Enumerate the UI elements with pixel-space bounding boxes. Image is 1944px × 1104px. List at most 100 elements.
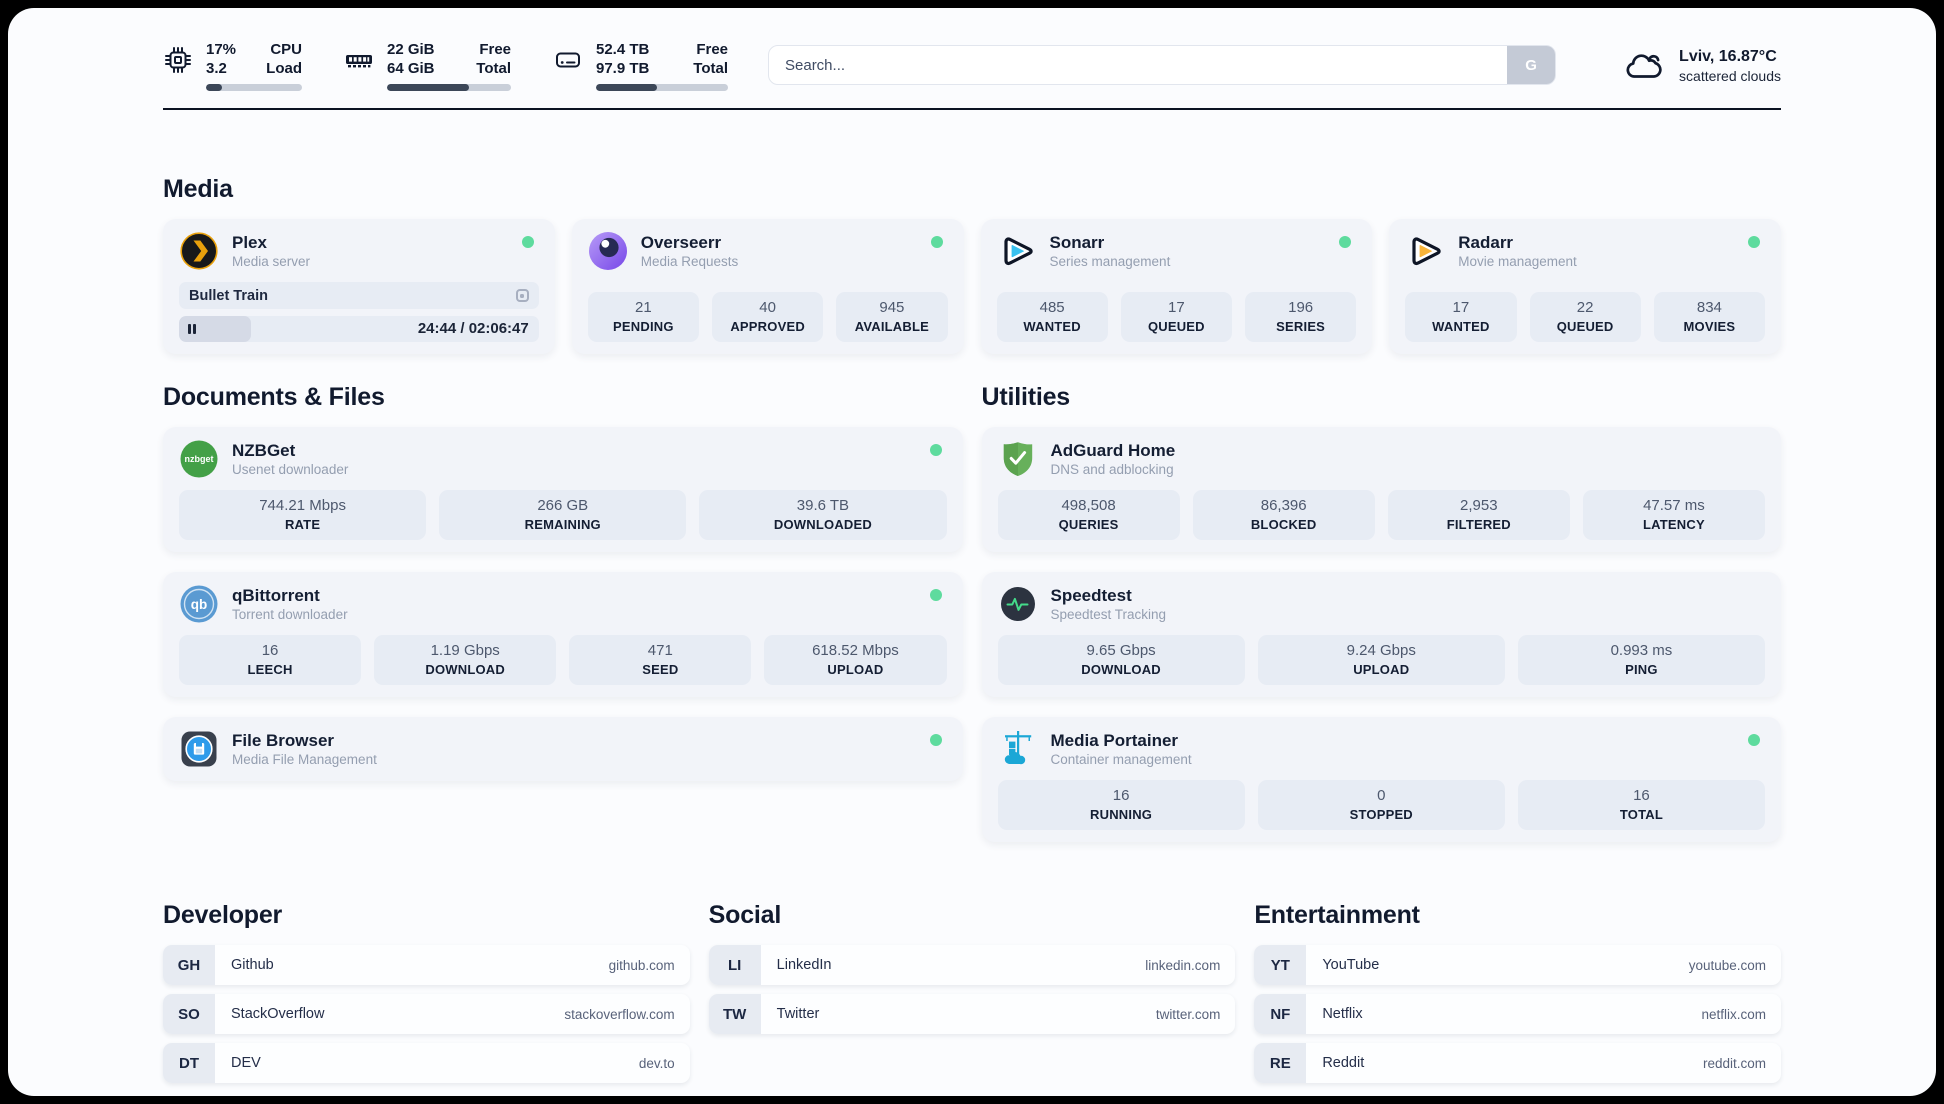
weather-text: Lviv, 16.87°C scattered clouds	[1679, 46, 1781, 85]
app-stats-row: 498,508 QUERIES 86,396 BLOCKED 2,953 FILTERED…	[997, 479, 1765, 540]
bookmark-label: Netflix	[1322, 1006, 1363, 1022]
app-header: File Browser Media File Management	[179, 729, 947, 769]
documents-apps-column: nzbget NZBGet Usenet downloader 744.21 Mbps…	[163, 427, 963, 781]
stat-chip: 2,953 FILTERED	[1387, 490, 1570, 540]
stat-chip: 9.65 Gbps DOWNLOAD	[997, 635, 1245, 685]
bookmark-link-youtube[interactable]: YT YouTube youtube.com	[1254, 945, 1781, 985]
svg-text:qb: qb	[191, 597, 208, 612]
stat-chip-value: 16	[1112, 787, 1130, 804]
app-header: Sonarr Series management	[997, 231, 1357, 271]
section-title-documents: Documents & Files	[163, 383, 385, 411]
portainer-icon	[998, 729, 1038, 769]
top-bar: 17% 3.2 CPU Load 22 GiB 64 GiB Free Total 52.4 T…	[163, 37, 1781, 93]
stat-chip: 471 SEED	[569, 635, 752, 685]
stat-label: Load	[266, 59, 302, 77]
stat-chip-value: 17	[1168, 299, 1185, 316]
bookmark-link-github[interactable]: GH Github github.com	[163, 945, 690, 985]
stat-chip-label: STOPPED	[1349, 807, 1413, 822]
search-engine-button[interactable]: G	[1507, 46, 1556, 84]
bookmark-link-stackoverflow[interactable]: SO StackOverflow stackoverflow.com	[163, 994, 690, 1034]
app-name: File Browser	[232, 730, 335, 750]
system-stats: 17% 3.2 CPU Load 22 GiB 64 GiB Free Total 52.4 T…	[163, 40, 728, 91]
bookmark-link-linkedin[interactable]: LI LinkedIn linkedin.com	[708, 945, 1236, 985]
stat-chip: 945 AVAILABLE	[836, 292, 948, 342]
stat-chip-label: QUEUED	[1147, 319, 1205, 334]
app-name: Radarr	[1458, 232, 1514, 252]
stat-chip-label: QUERIES	[1058, 517, 1119, 532]
stat-chip: 17 QUEUED	[1120, 292, 1232, 342]
disk-stat-widget: 52.4 TB 97.9 TB Free Total	[553, 40, 728, 91]
qbittorrent-icon: qb	[179, 584, 219, 624]
app-titles: Media Portainer Container management	[1051, 730, 1192, 769]
stat-chip: 86,396 BLOCKED	[1192, 490, 1375, 540]
app-description: Speedtest Tracking	[1050, 606, 1167, 622]
stat-chip-value: 16	[261, 642, 279, 659]
app-name: NZBGet	[232, 440, 296, 460]
app-titles: NZBGet Usenet downloader	[232, 440, 348, 479]
content-container: 17% 3.2 CPU Load 22 GiB 64 GiB Free Total 52.4 T…	[163, 8, 1781, 1092]
app-card-radarr[interactable]: Radarr Movie management 17 WANTED 22 QUEUED 83…	[1389, 219, 1781, 354]
bookmark-label: Github	[231, 957, 274, 973]
app-card-adguard[interactable]: AdGuard Home DNS and adblocking 498,508 QUE…	[981, 427, 1781, 552]
weather-condition: scattered clouds	[1679, 67, 1781, 84]
stat-chip: 1.19 Gbps DOWNLOAD	[374, 635, 557, 685]
stat-chip: 16 LEECH	[179, 635, 362, 685]
app-description: Media Requests	[640, 253, 739, 269]
app-titles: Radarr Movie management	[1458, 232, 1577, 271]
section-title-utilities: Utilities	[981, 383, 1071, 411]
bookmark-label: Reddit	[1322, 1055, 1365, 1071]
bookmark-abbr: TW	[708, 994, 761, 1034]
stat-chip-value: 945	[879, 299, 905, 316]
bookmark-link-twitter[interactable]: TW Twitter twitter.com	[708, 994, 1236, 1034]
bookmark-url: dev.to	[638, 1055, 675, 1071]
section-title-entertainment: Entertainment	[1254, 901, 1420, 929]
app-header: Overseerr Media Requests	[588, 231, 948, 271]
stat-chip-label: PING	[1625, 662, 1658, 677]
app-card-portainer[interactable]: Media Portainer Container management 16 RUN…	[981, 717, 1781, 842]
app-card-qbittorrent[interactable]: qb qBittorrent Torrent downloader 16 LEECH 1.…	[163, 572, 963, 697]
bookmark-link-reddit[interactable]: RE Reddit reddit.com	[1254, 1043, 1781, 1083]
app-name: AdGuard Home	[1050, 440, 1176, 460]
app-card-nzbget[interactable]: nzbget NZBGet Usenet downloader 744.21 Mbps…	[163, 427, 963, 552]
app-card-plex[interactable]: Plex Media server Bullet Train 24:44 / 02:0…	[163, 219, 555, 354]
bookmark-link-dev[interactable]: DT DEV dev.to	[163, 1043, 690, 1083]
stat-chip-label: LEECH	[247, 662, 293, 677]
app-stats-row: 485 WANTED 17 QUEUED 196 SERIES	[996, 281, 1357, 342]
app-description: Torrent downloader	[232, 606, 348, 622]
svg-text:nzbget: nzbget	[185, 454, 214, 464]
app-description: Movie management	[1458, 253, 1577, 269]
stat-chip-value: 17	[1452, 299, 1470, 316]
app-card-sonarr[interactable]: Sonarr Series management 485 WANTED 17 QUEUED…	[980, 219, 1373, 354]
bookmark-rows: YT YouTube youtube.com NF Netflix netflix.com…	[1254, 945, 1781, 1083]
stat-chip-label: APPROVED	[730, 319, 805, 334]
stat-chip-value: 471	[647, 642, 673, 659]
app-description: Media server	[232, 253, 311, 269]
stat-value: 52.4 TB	[596, 40, 650, 58]
stat-chip-label: UPLOAD	[827, 662, 884, 677]
stat-chip-label: WANTED	[1432, 319, 1490, 334]
bookmark-link-netflix[interactable]: NF Netflix netflix.com	[1254, 994, 1781, 1034]
app-card-speedtest[interactable]: Speedtest Speedtest Tracking 9.65 Gbps DOWN…	[981, 572, 1781, 697]
bookmark-label: DEV	[231, 1055, 261, 1071]
app-card-overseerr[interactable]: Overseerr Media Requests 21 PENDING 40 APPROV…	[571, 219, 964, 354]
bookmark-label: LinkedIn	[776, 957, 832, 973]
now-playing-icon	[515, 289, 529, 302]
stat-chip: 498,508 QUERIES	[997, 490, 1180, 540]
ram-icon	[344, 45, 374, 75]
ram-stat-widget: 22 GiB 64 GiB Free Total	[344, 40, 511, 91]
stat-label-column: CPU Load	[266, 40, 302, 78]
app-header: Plex Media server	[179, 231, 539, 271]
app-titles: qBittorrent Torrent downloader	[232, 585, 348, 624]
search-input[interactable]	[769, 46, 1556, 84]
ram-progress-fill	[387, 83, 469, 91]
weather-location: Lviv, 16.87°C	[1679, 47, 1777, 65]
stat-label-column: Free Total	[693, 40, 728, 78]
stat-chip: 47.57 ms LATENCY	[1582, 490, 1765, 540]
bookmark-abbr: RE	[1254, 1043, 1307, 1083]
stat-chip: 744.21 Mbps RATE	[179, 490, 427, 540]
app-card-filebrowser[interactable]: File Browser Media File Management	[163, 717, 963, 781]
cpu-stat-widget: 17% 3.2 CPU Load	[163, 40, 302, 91]
section-title-media: Media	[163, 175, 233, 203]
stat-chip-label: PENDING	[613, 319, 674, 334]
overseerr-icon	[588, 231, 628, 271]
